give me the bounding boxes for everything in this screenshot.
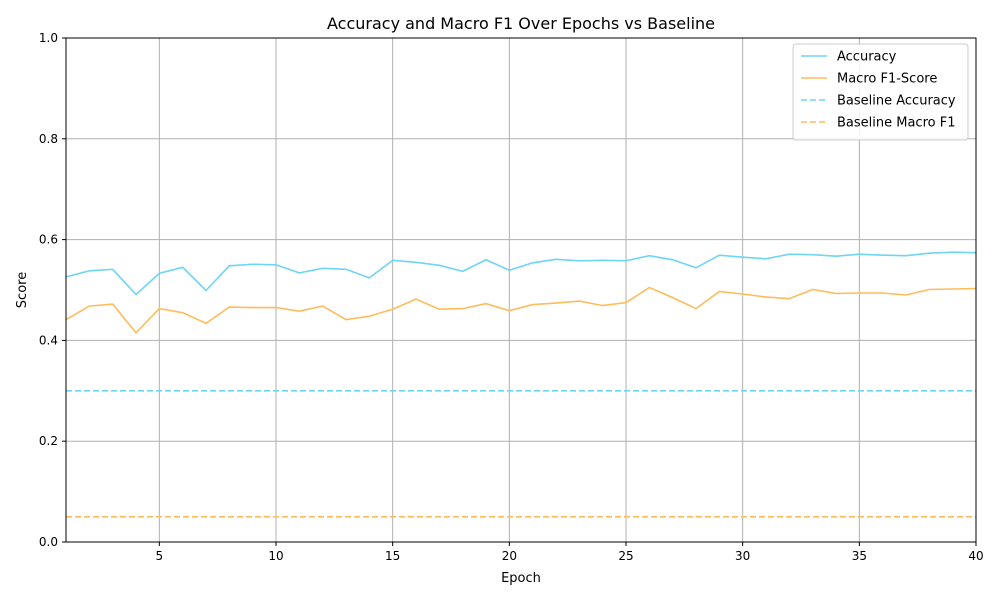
- y-axis-label: Score: [15, 272, 30, 308]
- legend-label-baseline-macro-f1: Baseline Macro F1: [837, 116, 955, 131]
- macro-f1-score-line: [65, 286, 977, 335]
- x-axis-ticks: 5 10 15 20 25 30 35 40: [156, 542, 984, 563]
- legend-label-accuracy: Accuracy: [837, 50, 897, 65]
- x-tick-label: 30: [735, 549, 750, 563]
- accuracy-line: [65, 251, 977, 296]
- y-tick-label: 0.4: [39, 333, 58, 347]
- y-tick-label: 0.8: [39, 132, 58, 146]
- legend-label-baseline-accuracy: Baseline Accuracy: [837, 94, 956, 109]
- x-axis-label: Epoch: [501, 571, 541, 586]
- x-tick-label: 15: [385, 549, 400, 563]
- y-tick-label: 0.2: [39, 434, 58, 448]
- plot-frame: [65, 37, 977, 543]
- x-tick-label: 25: [618, 549, 633, 563]
- chart-title: Accuracy and Macro F1 Over Epochs vs Bas…: [327, 14, 715, 33]
- legend-box: [792, 43, 969, 141]
- x-tick-label: 40: [968, 549, 983, 563]
- y-tick-label: 1.0: [39, 31, 58, 45]
- series-lines: [65, 251, 977, 518]
- y-tick-label: 0.0: [39, 535, 58, 549]
- x-tick-label: 5: [156, 549, 164, 563]
- x-tick-label: 20: [502, 549, 517, 563]
- y-tick-label: 0.6: [39, 233, 58, 247]
- legend: Accuracy Macro F1-Score Baseline Accuracy B…: [792, 43, 969, 141]
- legend-label-macro-f1-score: Macro F1-Score: [837, 72, 937, 87]
- y-axis-ticks: 0.0 0.2 0.4 0.6 0.8 1.0: [39, 31, 66, 549]
- x-tick-label: 35: [852, 549, 867, 563]
- x-tick-label: 10: [268, 549, 283, 563]
